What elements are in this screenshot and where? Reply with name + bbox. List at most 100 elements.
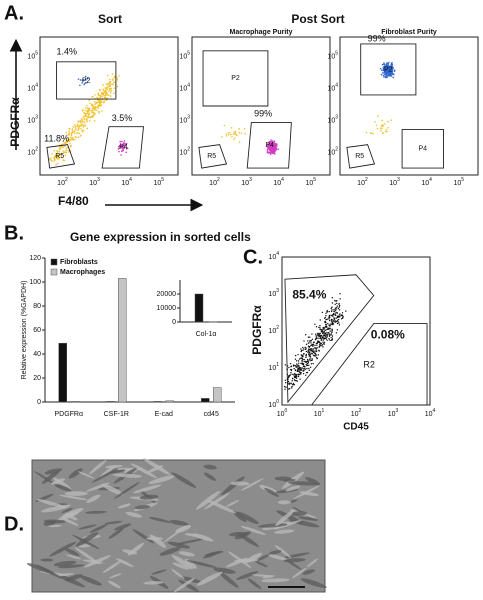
event-dot: [325, 319, 327, 321]
gate-name: R5: [355, 153, 364, 160]
event-dot: [386, 74, 389, 77]
cell: [109, 573, 122, 579]
event-dot: [238, 141, 241, 143]
event-dot: [304, 346, 306, 349]
event-dot: [88, 99, 91, 101]
tick-base: 10: [327, 149, 335, 156]
event-dot: [317, 354, 319, 356]
event-dot: [306, 358, 309, 361]
event-dot: [385, 73, 388, 76]
event-dot: [393, 69, 396, 72]
event-dot: [99, 94, 102, 97]
plot-frame: [281, 256, 431, 406]
cell: [59, 494, 88, 501]
event-dot: [390, 119, 393, 121]
event-dot: [64, 151, 67, 153]
event-dot: [305, 353, 308, 356]
cell: [275, 509, 295, 527]
event-dot: [63, 145, 66, 147]
event-dot: [83, 115, 85, 117]
event-dot: [67, 138, 70, 140]
cell: [130, 463, 158, 479]
bar: [194, 293, 204, 323]
gate-name: R5: [55, 153, 64, 160]
event-dot: [103, 100, 106, 102]
event-dot: [94, 94, 96, 96]
cell: [105, 520, 123, 525]
event-dot: [293, 367, 295, 370]
event-dot: [51, 152, 53, 155]
event-dot: [294, 369, 297, 371]
event-dot: [69, 142, 71, 145]
event-dot: [74, 130, 76, 132]
legend-label: Fibroblasts: [60, 259, 98, 266]
event-dot: [379, 127, 382, 129]
cell: [178, 579, 199, 592]
tick-exponent: 2: [65, 177, 68, 183]
cell: [101, 483, 124, 496]
cell: [236, 532, 259, 547]
event-dot: [81, 119, 84, 121]
gate: [284, 274, 375, 404]
cell: [283, 558, 306, 563]
event-dot: [321, 336, 324, 338]
event-dot: [109, 95, 112, 97]
cell: [139, 494, 159, 500]
event-dot: [118, 75, 120, 77]
tick-label: 105: [27, 51, 38, 61]
cell: [51, 478, 65, 485]
cell: [149, 516, 171, 523]
event-dot: [335, 307, 338, 309]
event-dot: [120, 154, 122, 156]
tick-exponent: 3: [276, 288, 279, 294]
event-dot: [302, 348, 305, 350]
tick-exponent: 2: [335, 147, 338, 153]
event-dot: [97, 99, 99, 102]
event-dot: [53, 160, 55, 162]
event-dot: [384, 75, 387, 78]
event-dot: [76, 124, 79, 127]
event-dot: [269, 143, 272, 145]
event-dot: [334, 321, 336, 324]
event-dot: [84, 81, 87, 84]
event-dot: [331, 323, 333, 326]
event-dot: [124, 142, 126, 145]
gate-percent: 99%: [368, 33, 386, 43]
event-dot: [88, 116, 90, 119]
event-dot: [65, 132, 68, 134]
event-dot: [110, 87, 112, 90]
gate-name: P4: [419, 146, 428, 153]
event-dot: [293, 383, 296, 386]
event-dot: [388, 61, 390, 64]
event-dot: [87, 76, 89, 79]
tick-base: 10: [327, 85, 335, 92]
event-dot: [392, 76, 395, 79]
event-dot: [70, 145, 72, 148]
cell: [143, 458, 171, 475]
event-dot: [285, 382, 287, 384]
event-dot: [384, 70, 387, 73]
event-dot: [289, 362, 292, 365]
event-dot: [79, 79, 82, 81]
event-dot: [384, 130, 387, 133]
event-dot: [108, 90, 110, 92]
event-dot: [325, 324, 327, 326]
event-dot: [93, 120, 96, 122]
event-dot: [336, 302, 338, 305]
event-dot: [85, 106, 87, 109]
cell: [227, 550, 252, 568]
event-dot: [312, 343, 315, 346]
event-dot: [110, 90, 113, 92]
event-dot: [328, 310, 330, 313]
event-dot: [341, 317, 344, 319]
cell: [89, 524, 108, 533]
cell: [305, 477, 320, 485]
event-dot: [308, 367, 310, 370]
event-dot: [273, 152, 275, 155]
event-dot: [297, 364, 299, 366]
event-dot: [298, 365, 300, 368]
gate-name: P2: [231, 75, 240, 82]
event-dot: [93, 101, 96, 103]
cell: [78, 524, 97, 530]
tick-base: 10: [27, 85, 35, 92]
